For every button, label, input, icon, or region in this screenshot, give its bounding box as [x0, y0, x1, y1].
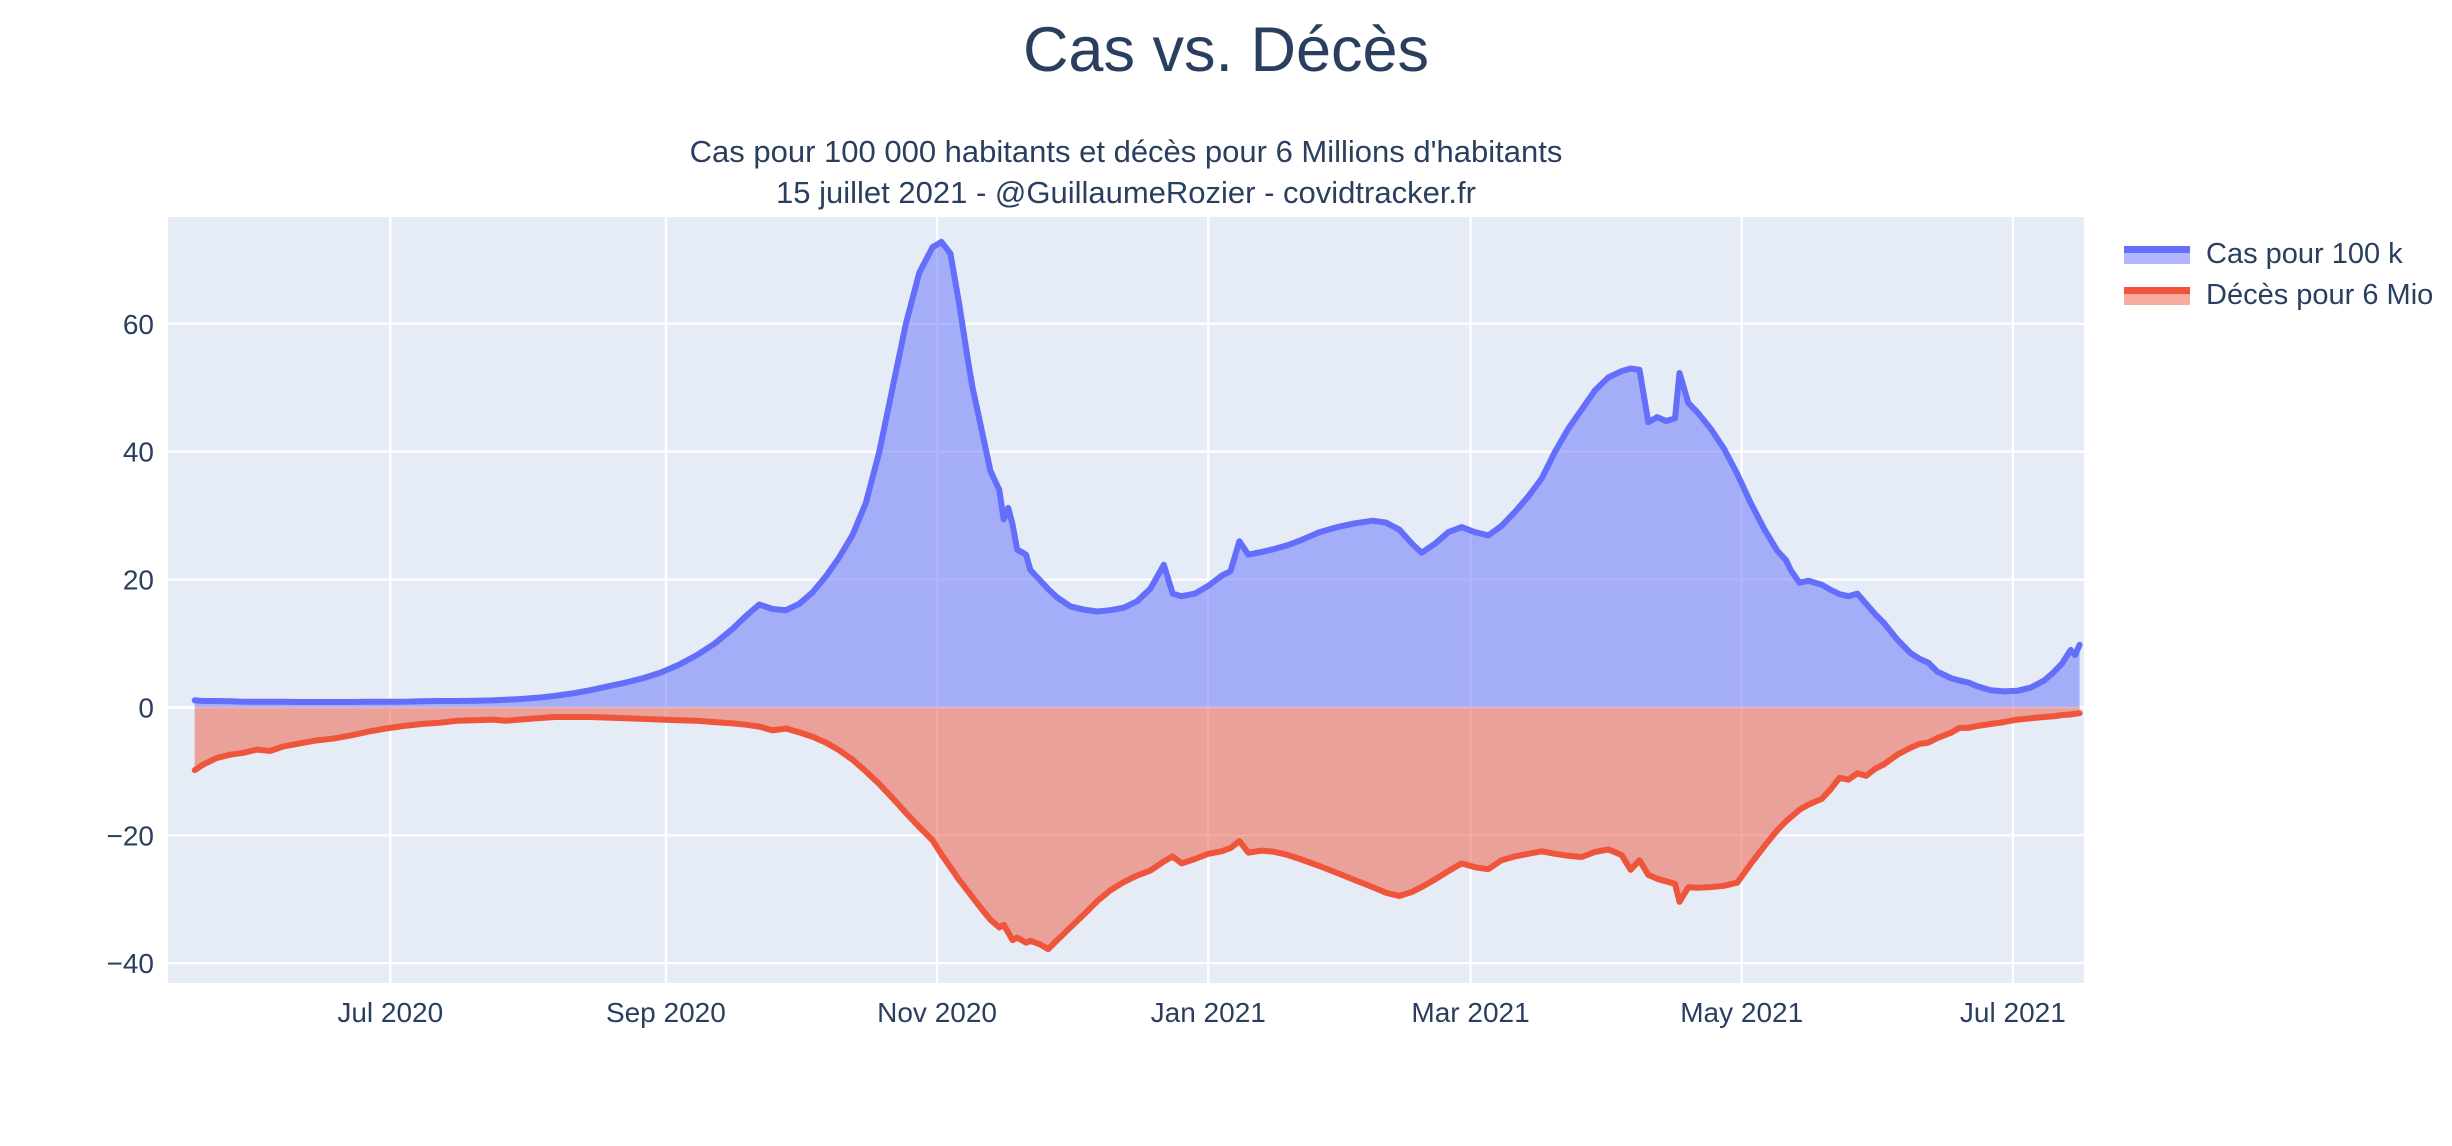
legend-label-deaths: Décès pour 6 Mio [2206, 279, 2434, 311]
x-tick-label: Mar 2021 [1411, 997, 1529, 1028]
y-tick-label: 60 [123, 309, 154, 340]
y-tick-label: −40 [107, 948, 155, 979]
x-tick-label: Sep 2020 [606, 997, 726, 1028]
x-tick-label: May 2021 [1680, 997, 1803, 1028]
x-tick-label: Jan 2021 [1151, 997, 1266, 1028]
chart-subtitle: Cas pour 100 000 habitants et décès pour… [168, 131, 2084, 213]
deaths-area [194, 707, 2080, 950]
y-tick-label: 20 [123, 565, 154, 596]
y-tick-label: 0 [138, 692, 154, 723]
deaths-swatch-fill [2124, 293, 2190, 305]
cases-area [194, 241, 2080, 708]
x-tick-label: Jul 2021 [1960, 997, 2066, 1028]
cases-swatch-line [2124, 245, 2190, 253]
legend: Cas pour 100 k Décès pour 6 Mio [2124, 234, 2433, 316]
legend-item-cases[interactable]: Cas pour 100 k [2124, 234, 2433, 275]
deaths-line[interactable] [191, 710, 2083, 953]
cases-swatch-fill [2124, 252, 2190, 264]
x-tick-label: Nov 2020 [877, 997, 997, 1028]
subtitle-line-1: Cas pour 100 000 habitants et décès pour… [689, 134, 1563, 169]
chart-title: Cas vs. Décès [1022, 15, 1430, 85]
cases-swatch-icon [2124, 245, 2190, 264]
cases-line[interactable] [191, 238, 2083, 705]
y-tick-label: −20 [107, 820, 155, 851]
x-tick-label: Jul 2020 [337, 997, 443, 1028]
legend-label-cases: Cas pour 100 k [2206, 238, 2403, 270]
deaths-swatch-line [2124, 286, 2190, 294]
subtitle-line-2: 15 juillet 2021 - @GuillaumeRozier - cov… [776, 175, 1476, 210]
legend-item-deaths[interactable]: Décès pour 6 Mio [2124, 275, 2433, 316]
deaths-swatch-icon [2124, 286, 2190, 305]
y-tick-label: 40 [123, 437, 154, 468]
